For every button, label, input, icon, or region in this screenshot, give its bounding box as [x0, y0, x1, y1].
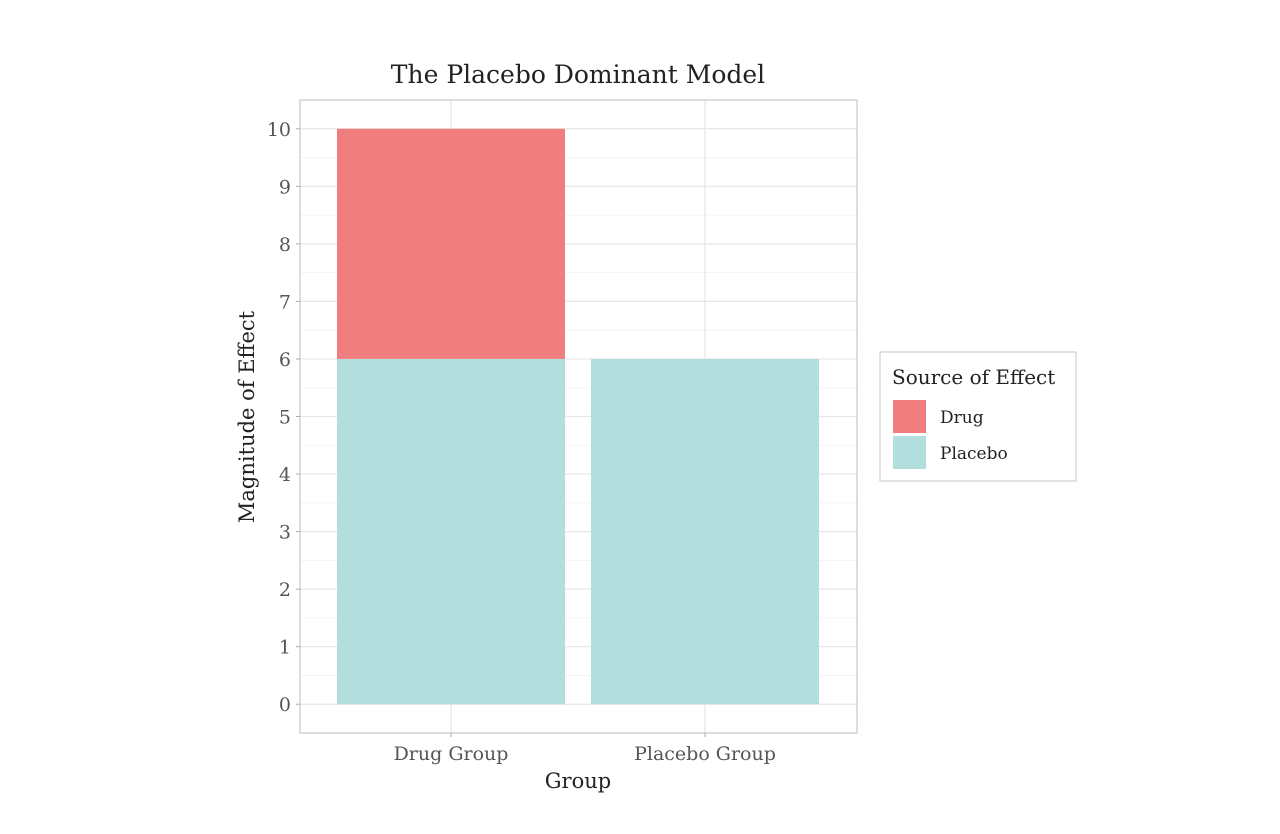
- y-tick-label: 6: [279, 349, 291, 371]
- bar-drug-drug-group: [337, 128, 565, 359]
- y-tick-label: 8: [279, 234, 291, 256]
- y-tick-label: 10: [267, 119, 291, 141]
- y-tick-label: 1: [279, 637, 291, 659]
- bar-placebo-placebo-group: [591, 358, 819, 705]
- y-axis: 0 1 2 3 4 5 6 7 8 9 10: [267, 119, 300, 716]
- y-tick-label: 4: [279, 464, 291, 486]
- x-tick-label: Drug Group: [394, 743, 509, 765]
- legend-label-drug: Drug: [940, 408, 984, 428]
- legend-swatch-placebo: [893, 436, 926, 469]
- y-tick-label: 5: [279, 407, 291, 429]
- y-tick-label: 3: [279, 522, 291, 544]
- legend: Source of Effect Drug Placebo: [879, 351, 1077, 482]
- y-tick-label: 9: [279, 176, 291, 198]
- bars: [337, 128, 819, 705]
- y-tick-label: 7: [279, 291, 291, 313]
- bar-placebo-drug-group: [337, 358, 565, 705]
- legend-title: Source of Effect: [892, 365, 1055, 389]
- x-axis-label: Group: [545, 769, 611, 793]
- legend-label-placebo: Placebo: [940, 444, 1008, 464]
- chart-title: The Placebo Dominant Model: [391, 60, 765, 89]
- legend-swatch-drug: [893, 400, 926, 433]
- y-tick-label: 2: [279, 579, 291, 601]
- x-axis: Drug Group Placebo Group: [394, 733, 776, 765]
- y-axis-label: Magnitude of Effect: [235, 310, 259, 523]
- x-tick-label: Placebo Group: [634, 743, 776, 765]
- y-tick-label: 0: [279, 694, 291, 716]
